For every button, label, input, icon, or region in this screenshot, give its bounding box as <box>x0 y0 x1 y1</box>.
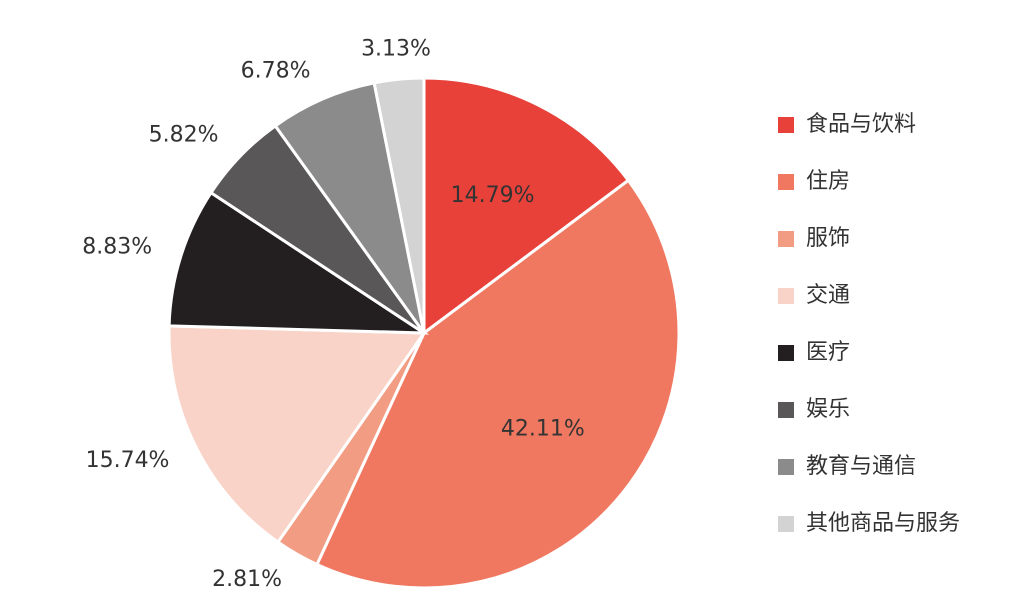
legend-swatch <box>778 288 794 304</box>
legend-label: 住房 <box>806 169 850 194</box>
legend-swatch <box>778 402 794 418</box>
legend-swatch <box>778 117 794 133</box>
pie-slice <box>167 324 427 545</box>
pie-slice <box>314 178 681 590</box>
legend-swatch <box>778 459 794 475</box>
data-label: 2.81% <box>212 567 282 592</box>
data-label: 14.79% <box>451 183 535 208</box>
data-label: 15.74% <box>86 448 170 473</box>
legend-label: 教育与通信 <box>806 454 916 479</box>
data-label: 5.82% <box>149 123 219 148</box>
legend-swatch <box>778 231 794 247</box>
legend-label: 娱乐 <box>806 397 850 422</box>
pie-slice <box>167 190 430 335</box>
legend-swatch <box>778 174 794 190</box>
pie-slice <box>372 76 426 334</box>
pie-slice <box>422 76 631 336</box>
data-label: 3.13% <box>361 36 431 61</box>
legend-label: 医疗 <box>806 340 850 365</box>
legend-swatch <box>778 345 794 361</box>
data-label: 6.78% <box>241 59 311 84</box>
legend-label: 食品与饮料 <box>806 112 916 137</box>
legend-label: 服饰 <box>806 226 850 251</box>
legend-swatch <box>778 516 794 532</box>
pie-slice <box>273 81 426 334</box>
legend-label: 交通 <box>806 283 850 308</box>
data-label: 42.11% <box>501 416 585 441</box>
legend-label: 其他商品与服务 <box>806 511 960 536</box>
data-label: 8.83% <box>82 234 152 259</box>
